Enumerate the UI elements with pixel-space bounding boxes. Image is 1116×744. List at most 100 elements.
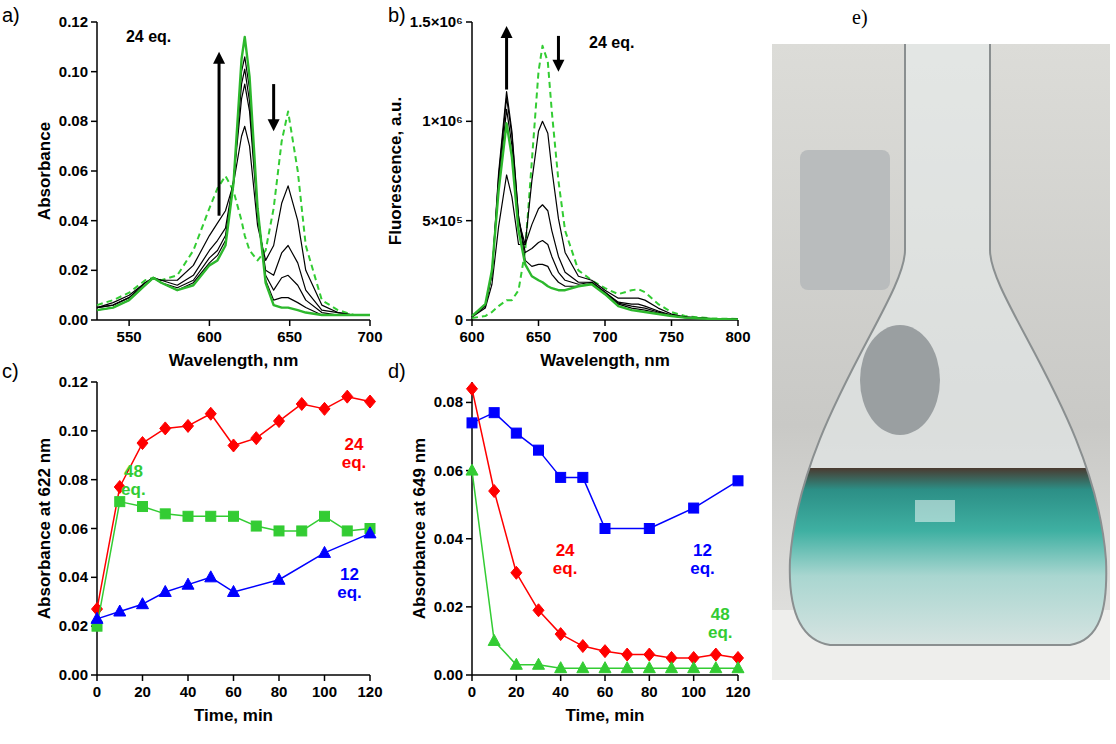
x-tick-label: 750: [659, 328, 684, 345]
data-point: [274, 526, 284, 536]
data-point: [599, 662, 611, 673]
x-tick-label: 60: [597, 683, 614, 700]
data-point: [160, 422, 171, 435]
x-tick: [604, 675, 606, 681]
series-label: 12eq.: [690, 541, 715, 578]
y-axis: [471, 22, 473, 320]
x-tick: [187, 675, 189, 681]
data-point: [510, 658, 522, 669]
x-tick: [471, 675, 473, 681]
data-point: [160, 509, 170, 519]
y-tick-label: 0.04: [59, 212, 89, 229]
x-tick-label: 40: [552, 683, 569, 700]
flask-outline: [790, 44, 1107, 645]
data-point: [137, 598, 149, 609]
data-point: [251, 432, 262, 445]
x-tick-label: 0: [468, 683, 476, 700]
x-tick-label: 80: [641, 683, 658, 700]
x-tick: [671, 320, 673, 326]
x-tick: [538, 320, 540, 326]
y-tick: [466, 319, 472, 321]
data-point: [342, 390, 353, 403]
series-line: [472, 92, 738, 320]
photo: e): [772, 6, 1110, 684]
y-tick: [466, 538, 472, 540]
data-point: [206, 511, 216, 521]
annotation: 24 eq.: [589, 34, 634, 51]
x-tick: [324, 675, 326, 681]
data-point: [319, 546, 331, 557]
y-tick-label: 0.08: [59, 471, 88, 488]
y-tick-label: 0.06: [59, 520, 88, 537]
x-tick-label: 40: [180, 683, 197, 700]
x-tick-label: 0: [93, 683, 101, 700]
data-point: [274, 415, 285, 428]
y-axis-title: Absorbance: [35, 122, 54, 220]
y-tick-label: 0.02: [59, 261, 88, 278]
series-line: [97, 533, 370, 618]
arrow-head: [268, 119, 280, 131]
panel-label: d): [388, 360, 406, 382]
panel: 0204060801001200.000.020.040.060.080.100…: [2, 360, 383, 725]
panel: 5506006507000.000.020.040.060.080.100.12…: [2, 4, 383, 370]
y-tick-label: 0.12: [59, 373, 88, 390]
x-tick-label: 100: [312, 683, 337, 700]
x-tick-label: 600: [459, 328, 484, 345]
y-tick-label: 0.08: [59, 112, 88, 129]
data-point: [556, 472, 566, 482]
annotation: 24 eq.: [126, 28, 171, 45]
data-point: [183, 511, 193, 521]
x-tick-label: 550: [117, 328, 142, 345]
x-tick: [560, 675, 562, 681]
series-label: 24eq.: [342, 435, 367, 472]
data-point: [710, 648, 721, 661]
x-tick-label: 80: [271, 683, 288, 700]
x-tick-label: 120: [357, 683, 382, 700]
panel: 0204060801001200.000.020.040.060.08Time,…: [388, 360, 751, 725]
data-point: [319, 402, 330, 415]
data-point: [320, 511, 330, 521]
plot-area: [472, 46, 738, 320]
series-line: [97, 37, 370, 315]
x-tick-label: 20: [508, 683, 525, 700]
y-tick-label: 1×10⁶: [422, 112, 463, 129]
y-tick: [466, 674, 472, 676]
series-line: [472, 413, 738, 529]
x-tick-label: 20: [134, 683, 151, 700]
y-tick: [91, 21, 97, 23]
data-point: [600, 524, 610, 534]
y-tick: [91, 528, 97, 530]
series-label: 12eq.: [337, 565, 362, 602]
series-line: [97, 397, 370, 609]
data-point: [643, 662, 655, 673]
panel-label: a): [2, 4, 20, 26]
series-line: [97, 502, 370, 627]
data-point: [228, 439, 239, 452]
data-point: [251, 521, 261, 531]
flask-liquid: [772, 468, 1110, 648]
data-point: [297, 526, 307, 536]
data-point: [91, 612, 103, 623]
data-point: [621, 662, 633, 673]
data-point: [138, 502, 148, 512]
x-tick-label: 120: [725, 683, 750, 700]
y-tick: [466, 21, 472, 23]
x-tick: [209, 320, 211, 326]
y-tick: [466, 121, 472, 123]
y-tick: [91, 577, 97, 579]
arrow: [557, 36, 560, 62]
series-line: [472, 121, 738, 319]
data-point: [600, 645, 611, 658]
data-point: [489, 408, 499, 418]
x-tick-label: 800: [725, 328, 750, 345]
arrow-head: [501, 26, 513, 38]
y-axis-title: Absorbance at 622 nm: [35, 438, 54, 619]
data-point: [228, 585, 240, 596]
y-tick-label: 0.02: [434, 598, 463, 615]
y-tick-label: 0.04: [434, 530, 464, 547]
x-tick: [128, 320, 130, 326]
x-tick: [289, 320, 291, 326]
y-tick-label: 0.04: [59, 568, 89, 585]
series-label: 48eq.: [121, 462, 146, 499]
arrow-head: [552, 60, 564, 72]
